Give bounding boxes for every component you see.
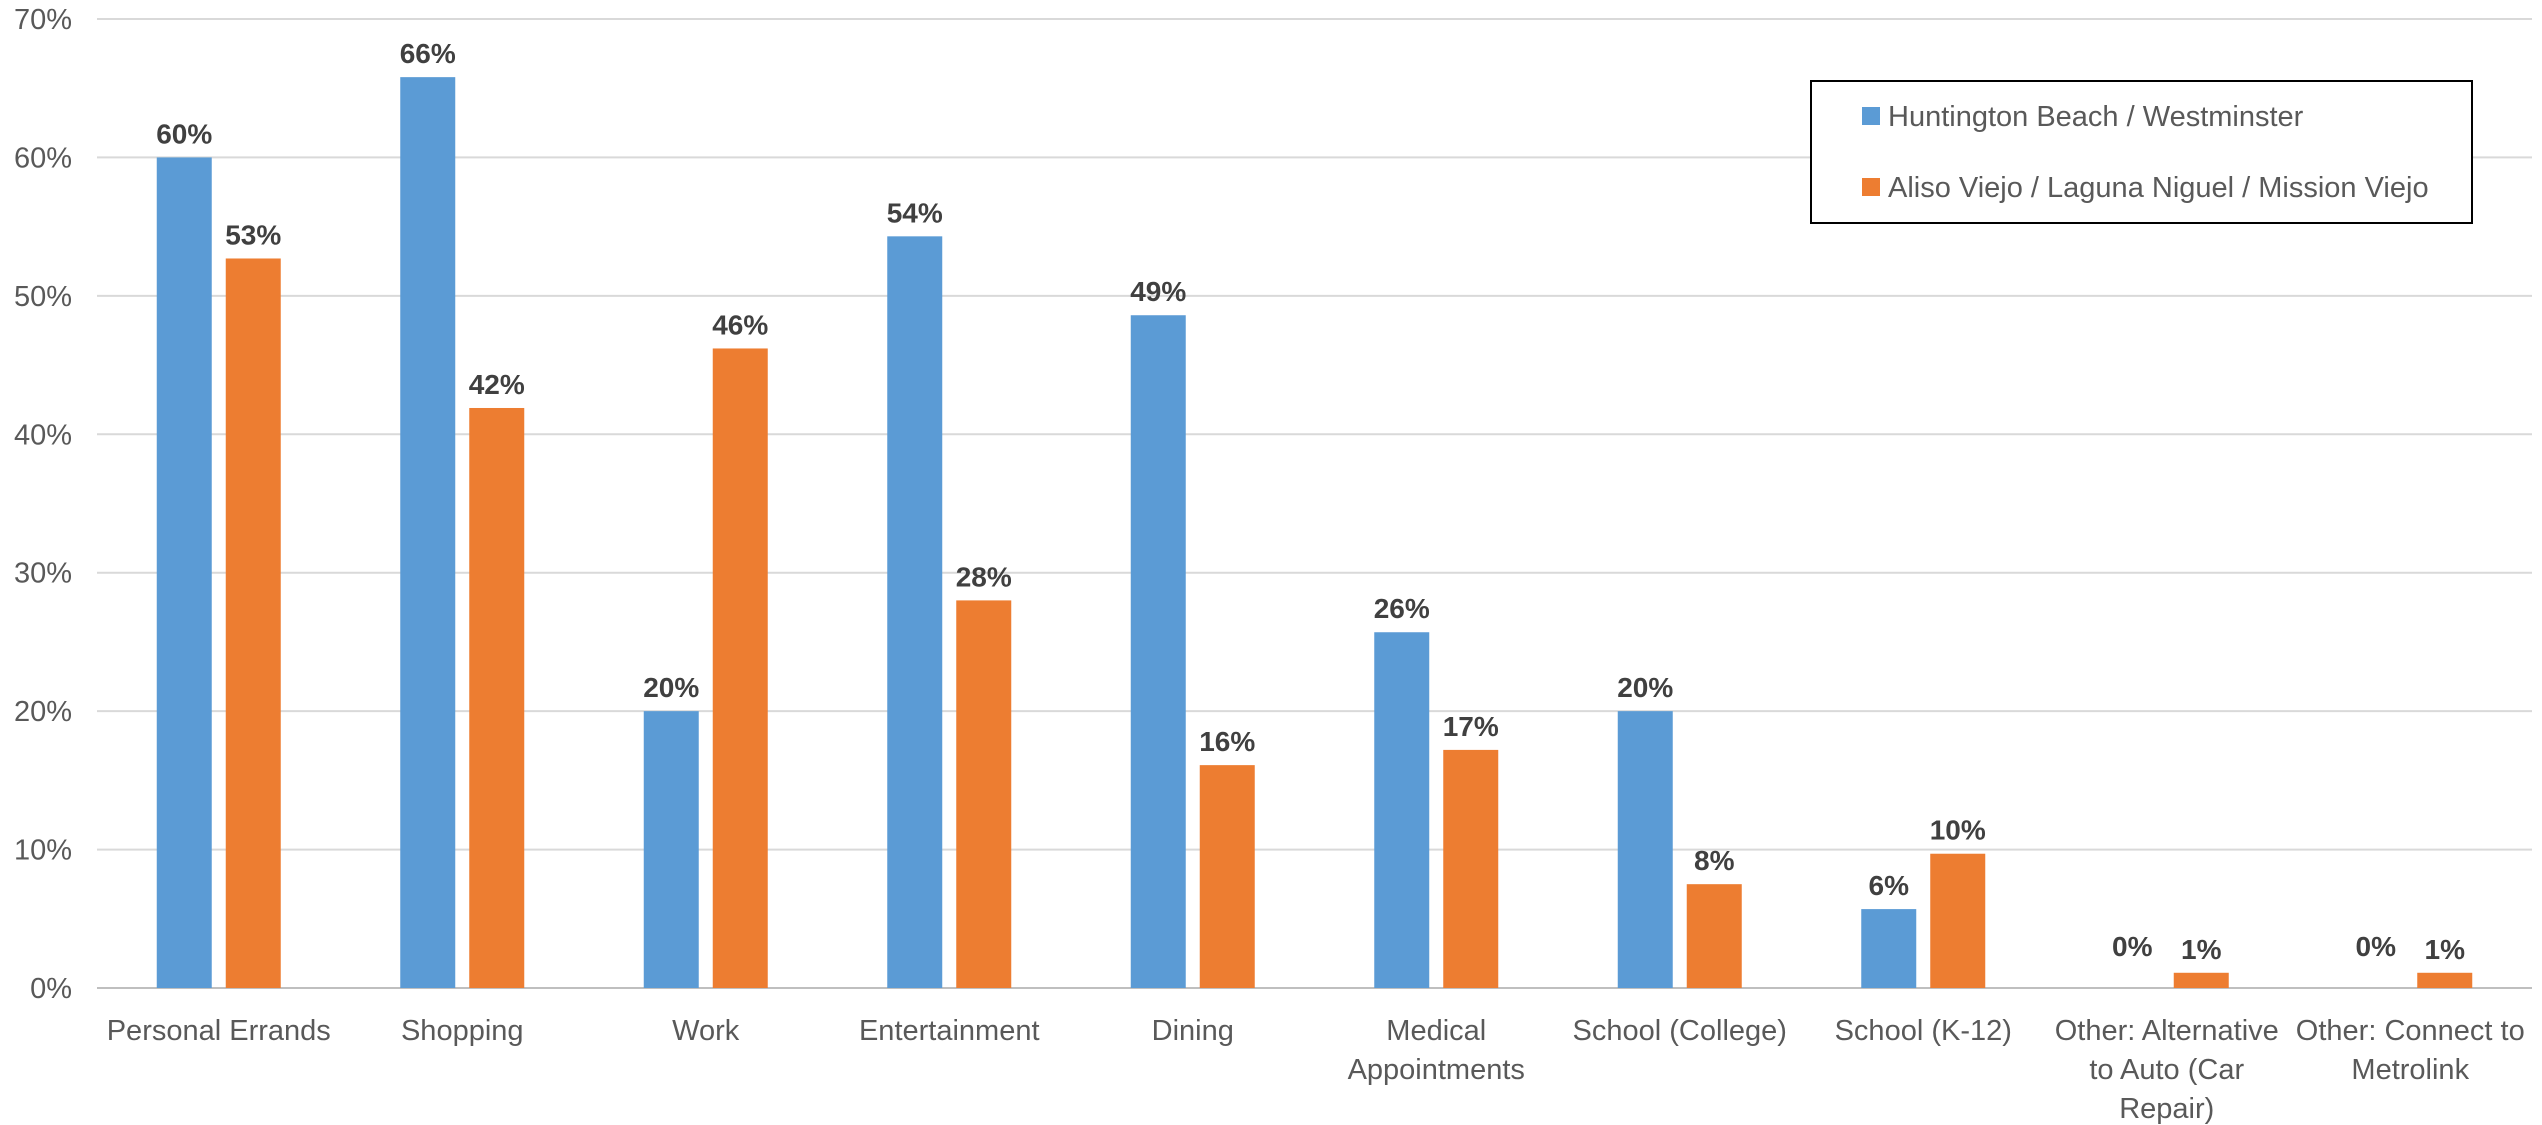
x-category-label: Metrolink — [2351, 1054, 2469, 1086]
x-category-label: Work — [672, 1015, 740, 1047]
bar-series-1 — [643, 711, 699, 988]
x-category-label: Repair) — [2119, 1093, 2214, 1125]
legend-swatch — [1862, 178, 1880, 196]
bar-series-1 — [1374, 632, 1430, 988]
data-label: 28% — [956, 561, 1012, 592]
x-category-label: Personal Errands — [107, 1015, 331, 1047]
y-tick-label: 60% — [14, 142, 72, 174]
bar-series-2 — [1930, 853, 1986, 988]
x-category-label: Appointments — [1348, 1054, 1525, 1086]
x-category-label: Entertainment — [859, 1015, 1040, 1047]
data-label: 42% — [469, 369, 525, 400]
bar-series-2 — [712, 348, 768, 989]
x-category-label: Dining — [1152, 1015, 1234, 1047]
data-label: 16% — [1199, 726, 1255, 757]
x-category-label: Shopping — [401, 1015, 524, 1047]
data-label: 53% — [225, 219, 281, 250]
y-tick-label: 70% — [14, 4, 72, 36]
data-label: 1% — [2425, 934, 2466, 965]
data-label: 0% — [2112, 931, 2153, 962]
data-label: 49% — [1130, 276, 1186, 307]
legend-label: Huntington Beach / Westminster — [1888, 101, 2304, 133]
data-label: 26% — [1374, 593, 1430, 624]
bars — [156, 77, 2473, 989]
x-category-label: to Auto (Car — [2089, 1054, 2244, 1086]
bar-series-2 — [956, 600, 1012, 988]
y-tick-label: 30% — [14, 558, 72, 590]
legend-box — [1810, 80, 2473, 224]
x-category-label: School (K-12) — [1835, 1015, 2012, 1047]
data-label: 20% — [643, 672, 699, 703]
y-tick-label: 10% — [14, 835, 72, 867]
y-tick-label: 0% — [30, 973, 72, 1005]
bar-series-1 — [1861, 909, 1917, 988]
y-axis-ticks: 0% 10% 20% 30% 40% 50% 60% 70% — [14, 4, 72, 1005]
y-tick-label: 50% — [14, 281, 72, 313]
data-label: 60% — [156, 118, 212, 149]
y-tick-label: 20% — [14, 696, 72, 728]
data-label: 66% — [400, 38, 456, 69]
data-label: 46% — [712, 309, 768, 340]
x-category-label: Medical — [1386, 1015, 1486, 1047]
bar-series-1 — [400, 77, 456, 988]
data-labels: 60% 53% 66% 42% 20% 46% 54% 28% 49% 16% 26% 17% 20% 8… — [156, 38, 2465, 965]
data-label: 1% — [2181, 934, 2222, 965]
data-label: 54% — [887, 197, 943, 228]
bar-series-2 — [2173, 972, 2229, 988]
data-label: 0% — [2356, 931, 2397, 962]
data-label: 17% — [1443, 711, 1499, 742]
legend-label: Aliso Viejo / Laguna Niguel / Mission Vi… — [1888, 172, 2429, 204]
bar-series-2 — [469, 407, 525, 989]
bar-series-2 — [1443, 749, 1499, 988]
x-category-label: Other: Connect to — [2296, 1015, 2525, 1047]
bar-series-1 — [156, 157, 212, 988]
legend: Huntington Beach / Westminster Aliso Viej… — [1810, 80, 2473, 224]
bar-series-1 — [1617, 711, 1673, 988]
data-label: 8% — [1694, 845, 1735, 876]
data-label: 20% — [1617, 672, 1673, 703]
bar-series-1 — [887, 236, 943, 988]
bar-series-2 — [1199, 765, 1255, 988]
x-axis-categories: Personal Errands Shopping Work Entertainmen… — [107, 1015, 2525, 1125]
bar-series-2 — [1686, 884, 1742, 988]
x-category-label: Other: Alternative — [2055, 1015, 2279, 1047]
x-category-label: School (College) — [1573, 1015, 1787, 1047]
legend-swatch — [1862, 107, 1880, 125]
bar-series-2 — [2417, 972, 2473, 988]
bar-series-1 — [1130, 315, 1186, 988]
data-label: 10% — [1930, 815, 1986, 846]
y-tick-label: 40% — [14, 419, 72, 451]
data-label: 6% — [1869, 870, 1910, 901]
bar-series-2 — [225, 258, 281, 988]
